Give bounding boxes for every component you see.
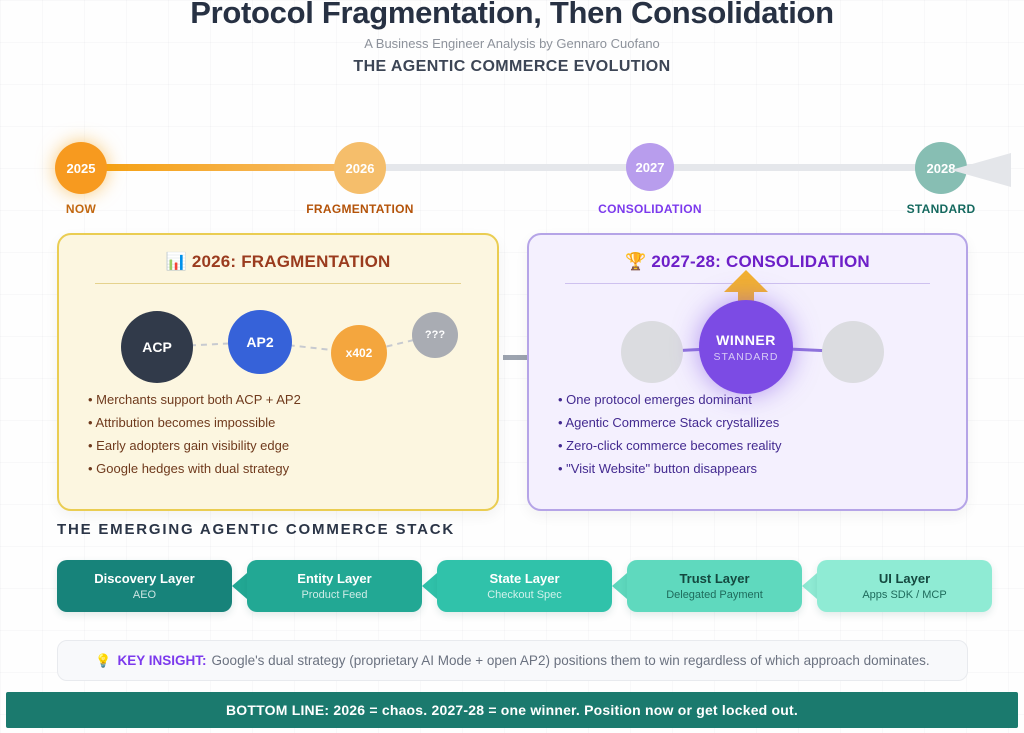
protocol-circle-unknown: ??? bbox=[412, 312, 458, 358]
milestone-label-fragmentation: FRAGMENTATION bbox=[306, 202, 414, 216]
bar-chart-icon: 📊 bbox=[165, 252, 187, 271]
protocol-circle-x402: x402 bbox=[331, 325, 387, 381]
stack-arrow-left-icon bbox=[612, 573, 627, 599]
milestone-label-consolidation: CONSOLIDATION bbox=[598, 202, 702, 216]
key-insight-box: 💡 KEY INSIGHT: Google's dual strategy (p… bbox=[57, 640, 968, 681]
cards-connector bbox=[503, 355, 529, 360]
winner-circle: WINNER STANDARD bbox=[699, 300, 793, 394]
bullet-item: • Agentic Commerce Stack crystallizes bbox=[558, 415, 780, 430]
page-title: Protocol Fragmentation, Then Consolidati… bbox=[190, 0, 834, 30]
stack-arrow-left-icon bbox=[422, 573, 437, 599]
stack-layer-trust: Trust Layer Delegated Payment bbox=[627, 560, 802, 612]
milestone-2026: 2026 bbox=[334, 142, 386, 194]
milestone-2027: 2027 bbox=[626, 143, 674, 191]
stack-layer-entity: Entity Layer Product Feed bbox=[247, 560, 422, 612]
timeline-track-progress bbox=[81, 164, 360, 171]
stack-layer-ui: UI Layer Apps SDK / MCP bbox=[817, 560, 992, 612]
page-subtitle: A Business Engineer Analysis by Gennaro … bbox=[364, 36, 660, 51]
stack-arrow-left-icon bbox=[232, 573, 247, 599]
bullet-item: • Zero-click commerce becomes reality bbox=[558, 438, 782, 453]
bullet-item: • Early adopters gain visibility edge bbox=[88, 438, 290, 453]
divider bbox=[95, 283, 461, 284]
fragmentation-card-title: 📊 2026: FRAGMENTATION bbox=[165, 252, 391, 271]
bullet-item: • Attribution becomes impossible bbox=[88, 415, 276, 430]
protocol-circle-ap2: AP2 bbox=[228, 310, 292, 374]
losing-protocol-circle bbox=[822, 321, 884, 383]
stack-layer-discovery: Discovery Layer AEO bbox=[57, 560, 232, 612]
losing-protocol-circle bbox=[621, 321, 683, 383]
fragmentation-card: 📊 2026: FRAGMENTATION ACP AP2 x402 ??? •… bbox=[57, 233, 499, 511]
winner-label: WINNER bbox=[716, 331, 776, 348]
consolidation-card-title: 🏆 2027-28: CONSOLIDATION bbox=[625, 252, 870, 271]
key-insight-text: Google's dual strategy (proprietary AI M… bbox=[211, 653, 930, 668]
lightbulb-icon: 💡 bbox=[95, 652, 112, 668]
milestone-2028: 2028 bbox=[915, 142, 967, 194]
fragmentation-bullets: • Merchants support both ACP + AP2 • Att… bbox=[88, 388, 301, 480]
milestone-label-now: NOW bbox=[65, 202, 97, 216]
trophy-icon: 🏆 bbox=[625, 252, 647, 271]
consolidation-card: 🏆 2027-28: CONSOLIDATION WINNER STANDARD… bbox=[527, 233, 968, 511]
milestone-2025: 2025 bbox=[55, 142, 107, 194]
stack-arrow-left-icon bbox=[802, 573, 817, 599]
timeline-track bbox=[81, 164, 1008, 171]
bullet-item: • One protocol emerges dominant bbox=[558, 392, 752, 407]
consolidation-bullets: • One protocol emerges dominant • Agenti… bbox=[558, 388, 781, 480]
winner-sublabel: STANDARD bbox=[713, 350, 779, 363]
stack-layer-state: State Layer Checkout Spec bbox=[437, 560, 612, 612]
page-tagline: THE AGENTIC COMMERCE EVOLUTION bbox=[353, 58, 671, 75]
bottom-line-text: BOTTOM LINE: 2026 = chaos. 2027-28 = one… bbox=[226, 702, 798, 718]
header: Protocol Fragmentation, Then Consolidati… bbox=[0, 0, 1024, 76]
bullet-item: • Google hedges with dual strategy bbox=[88, 461, 290, 476]
bullet-item: • "Visit Website" button disappears bbox=[558, 461, 758, 476]
bullet-item: • Merchants support both ACP + AP2 bbox=[88, 392, 301, 407]
bottom-line-banner: BOTTOM LINE: 2026 = chaos. 2027-28 = one… bbox=[6, 692, 1018, 728]
key-insight-label: KEY INSIGHT: bbox=[117, 653, 207, 668]
milestone-label-standard: STANDARD bbox=[906, 202, 976, 216]
protocol-circle-acp: ACP bbox=[121, 311, 193, 383]
stack-heading: THE EMERGING AGENTIC COMMERCE STACK bbox=[57, 521, 456, 538]
